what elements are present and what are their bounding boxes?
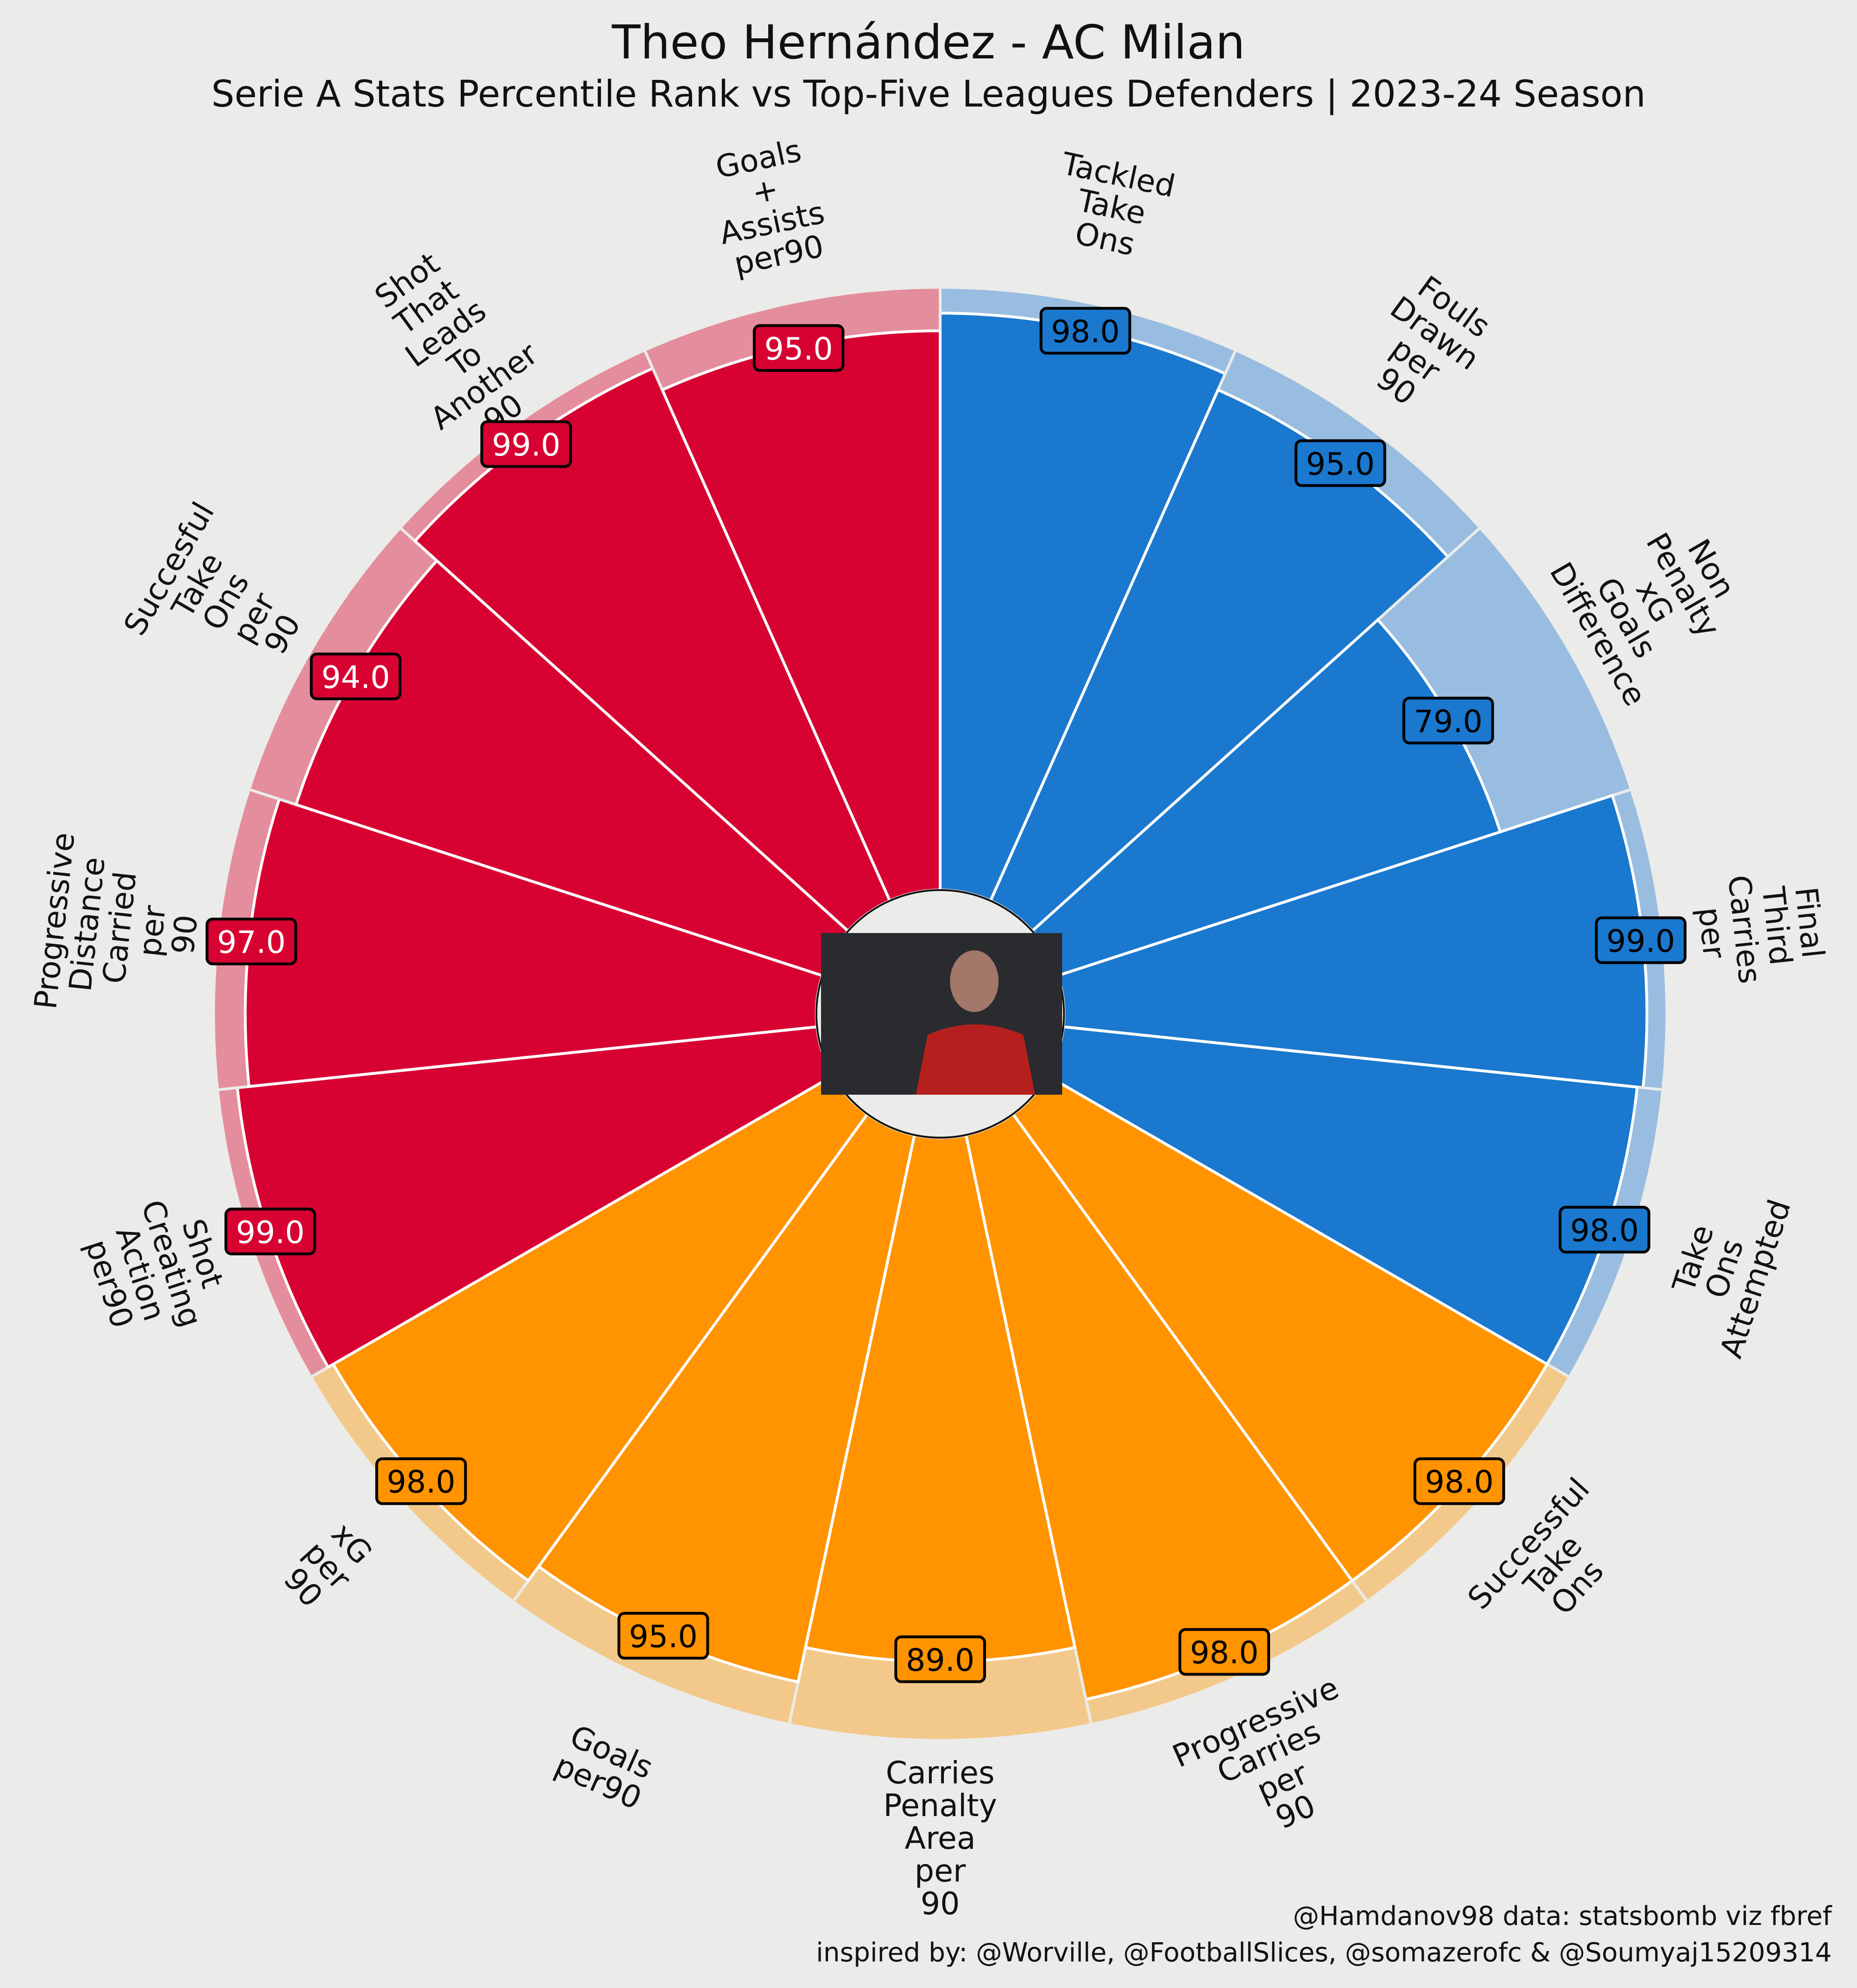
player-photo-head [950, 950, 999, 1012]
value-label: 99.0 [480, 420, 572, 468]
value-label: 95.0 [753, 324, 845, 372]
value-label-text: 94.0 [321, 659, 390, 695]
value-label-text: 98.0 [1190, 1635, 1259, 1671]
chart-title: Theo Hernández - AC Milan [612, 15, 1245, 70]
value-label-text: 79.0 [1414, 704, 1483, 740]
value-label-text: 99.0 [236, 1214, 305, 1250]
value-label: 95.0 [617, 1612, 709, 1660]
value-label: 98.0 [1558, 1205, 1650, 1254]
param-label: ShotCreatingActionper90 [72, 1185, 240, 1352]
value-label-text: 99.0 [1607, 923, 1675, 959]
value-label-text: 98.0 [1051, 314, 1120, 349]
value-label: 99.0 [224, 1207, 316, 1255]
value-label: 98.0 [1413, 1457, 1505, 1505]
param-label: TackledTakeOns [1045, 145, 1178, 268]
value-label-text: 98.0 [1425, 1464, 1493, 1500]
value-label-text: 95.0 [764, 331, 833, 367]
value-label-text: 98.0 [1570, 1212, 1639, 1248]
param-label: ProgressiveDistanceCarriedper90 [28, 831, 212, 1025]
value-label-text: 99.0 [492, 427, 560, 463]
param-label: xGper90 [272, 1512, 382, 1618]
player-photo-shirt [916, 1024, 1035, 1095]
value-label: 97.0 [205, 918, 297, 966]
param-label: Goalsper90 [550, 1717, 660, 1817]
value-label-text: 95.0 [1306, 446, 1375, 482]
param-label: FoulsDrawnper90 [1345, 263, 1505, 430]
param-label: TakeOnsAttempted [1651, 1175, 1798, 1362]
param-label: FinalThirdCarriesper [1688, 867, 1833, 989]
value-label: 94.0 [310, 652, 402, 700]
value-label-text: 89.0 [906, 1642, 975, 1678]
value-label-text: 98.0 [387, 1464, 456, 1500]
param-label: ProgressiveCarriesper90 [1167, 1670, 1384, 1865]
value-label: 95.0 [1294, 439, 1386, 487]
value-label: 98.0 [1178, 1628, 1270, 1676]
chart-subtitle: Serie A Stats Percentile Rank vs Top-Fiv… [211, 73, 1646, 115]
param-label: Carries Penalty Area per 90 [883, 1755, 997, 1922]
value-label: 89.0 [894, 1635, 986, 1683]
param-label: Goals+Assistsper90 [703, 130, 835, 284]
value-label: 98.0 [375, 1457, 467, 1505]
value-label: 99.0 [1595, 916, 1687, 964]
value-label-text: 95.0 [629, 1619, 698, 1655]
value-label: 79.0 [1402, 697, 1494, 745]
value-label: 98.0 [1039, 306, 1131, 355]
center-group [815, 889, 1065, 1139]
credit-line-1: @Hamdanov98 data: statsbomb viz fbref [1293, 1901, 1832, 1931]
value-label-text: 97.0 [217, 925, 286, 961]
value-labels-group: 98.0 95.0 79.0 99.0 98.0 98.0 98.0 89.0 95.0 98.0… [205, 306, 1687, 1683]
credit-line-2: inspired by: @Worville, @FootballSlices,… [816, 1938, 1832, 1968]
